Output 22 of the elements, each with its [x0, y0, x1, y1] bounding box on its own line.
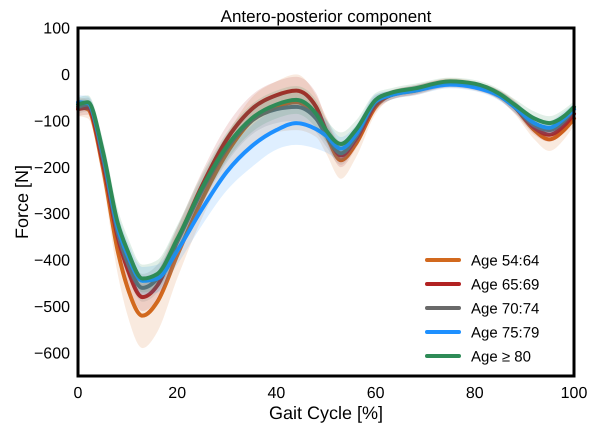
x-tick-label: 40 — [268, 385, 286, 402]
y-tick-label: 100 — [43, 20, 70, 38]
x-tick-label: 0 — [74, 385, 83, 402]
legend-label: Age 65:69 — [471, 276, 540, 294]
y-tick-label: 0 — [61, 67, 70, 84]
x-tick-label: 80 — [466, 385, 484, 402]
y-axis-title: Force [N] — [12, 164, 32, 240]
legend-label: Age 70:74 — [471, 300, 540, 318]
chart-title: Antero-posterior component — [220, 7, 432, 26]
legend-label: Age ≥ 80 — [471, 348, 531, 366]
y-tick-label: −600 — [34, 345, 70, 362]
legend-label: Age 54:64 — [471, 252, 540, 270]
legend-label: Age 75:79 — [471, 324, 540, 342]
x-axis-title: Gait Cycle [%] — [268, 403, 384, 423]
x-tick-label: 60 — [366, 385, 385, 402]
y-tick-label: −200 — [34, 160, 70, 177]
y-tick-label: −100 — [34, 113, 70, 130]
y-tick-label: −400 — [34, 252, 70, 270]
x-tick-label: 20 — [168, 385, 186, 402]
y-tick-label: −300 — [34, 206, 70, 224]
x-tick-label: 100 — [560, 385, 588, 402]
y-tick-label: −500 — [34, 299, 70, 316]
